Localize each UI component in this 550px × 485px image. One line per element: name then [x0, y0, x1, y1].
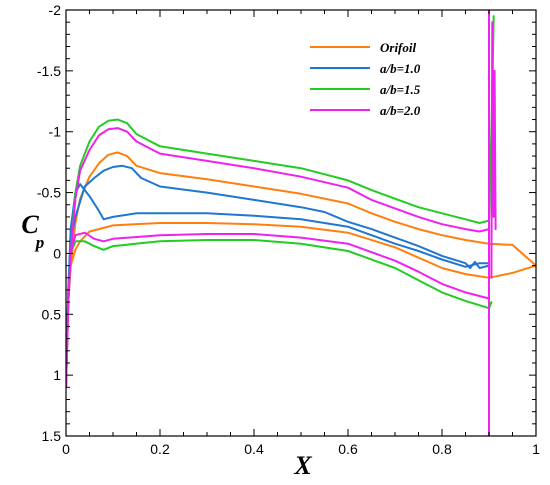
plot-frame	[65, 9, 537, 437]
legend: Orifoil a/b=1.0 a/b=1.5 a/b=2.0	[310, 40, 421, 118]
y-axis-title: C p	[21, 210, 44, 252]
legend-item: a/b=1.0	[310, 61, 421, 76]
series-2	[66, 164, 490, 389]
legend-label: a/b=1.5	[380, 82, 421, 97]
series-1	[66, 151, 536, 389]
x-tick-label: 0.2	[150, 441, 170, 457]
y-tick-label: 0	[53, 245, 61, 261]
series-4	[66, 10, 497, 436]
svg-text:C: C	[21, 210, 39, 239]
series-4-lower-line	[66, 231, 490, 389]
legend-item: a/b=1.5	[310, 82, 421, 97]
series-3-upper-line	[66, 15, 495, 389]
legend-label: a/b=1.0	[380, 61, 421, 76]
x-axis: 0 0.2 0.4 0.6 0.8 1	[62, 10, 540, 457]
y-tick-label: -0.5	[37, 185, 61, 201]
legend-label: a/b=2.0	[380, 103, 421, 118]
x-tick-label: 0.8	[432, 441, 452, 457]
svg-text:p: p	[34, 233, 45, 252]
series-4-spike2-line	[490, 21, 497, 279]
series-4-upper-line	[66, 127, 490, 389]
x-tick-label: 0	[62, 441, 70, 457]
series-layer	[66, 10, 536, 436]
y-tick-label: 1	[53, 367, 61, 383]
y-axis: -2 -1.5 -1 -0.5 0 0.5 1 1.5	[37, 2, 536, 444]
series-1-upper-line	[66, 151, 536, 389]
legend-label: Orifoil	[380, 40, 417, 55]
legend-item: a/b=2.0	[310, 103, 421, 118]
x-tick-label: 0.6	[338, 441, 358, 457]
x-axis-title: X	[293, 451, 312, 480]
series-2-lower-line	[66, 164, 490, 389]
y-tick-label: -1.5	[37, 63, 61, 79]
legend-item: Orifoil	[310, 40, 417, 55]
y-tick-label: 1.5	[42, 428, 62, 444]
series-3-lower-line	[66, 239, 493, 389]
series-3	[66, 15, 495, 389]
x-tick-label: 0.4	[244, 441, 264, 457]
series-1-lower-line	[66, 222, 536, 389]
x-tick-label: 1	[532, 441, 540, 457]
y-tick-label: 0.5	[42, 306, 62, 322]
series-2-upper-line	[66, 183, 490, 389]
y-tick-label: -2	[49, 2, 62, 18]
y-tick-label: -1	[49, 124, 62, 140]
